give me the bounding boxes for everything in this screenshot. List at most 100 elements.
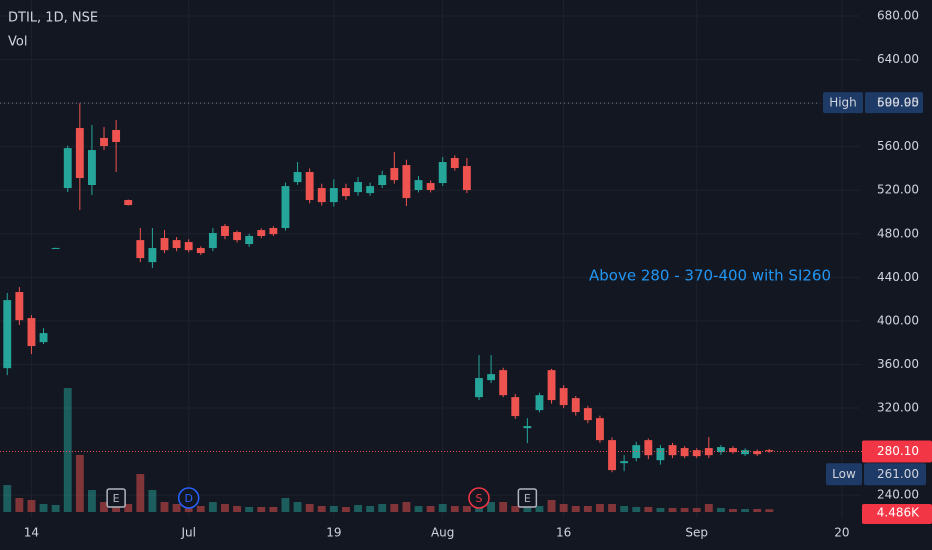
volume-bar [632, 506, 641, 512]
candle-body [729, 448, 737, 453]
event-marker[interactable] [468, 487, 490, 509]
event-label: S [475, 492, 482, 505]
y-tick-label: 480.00 [877, 226, 919, 240]
event-marker[interactable] [177, 487, 200, 509]
y-tick-label: 360.00 [877, 357, 919, 371]
volume-bar [620, 505, 629, 512]
event-marker[interactable] [517, 488, 538, 508]
candle-body [112, 130, 121, 142]
volume-bar [63, 388, 72, 512]
high-box [823, 92, 863, 114]
candle-body [559, 388, 568, 406]
x-tick-label: Jul [180, 526, 195, 540]
x-tick-label: 19 [326, 526, 341, 540]
x-tick-label: 16 [556, 526, 571, 540]
candle-body [329, 188, 338, 203]
candle-body [475, 378, 483, 398]
annotation: Above 280 - 370-400 with SI260 [589, 267, 831, 285]
volume-bar [511, 505, 520, 512]
volume-bar [547, 499, 556, 512]
x-tick-label: Aug [431, 526, 454, 540]
candle-body [3, 300, 12, 369]
volume-bar [329, 505, 338, 512]
volume-bar [523, 505, 532, 512]
candle-body [87, 150, 96, 186]
volume-bar [354, 504, 362, 512]
volume-bar [414, 505, 423, 512]
y-tick-label: 240.00 [877, 488, 919, 502]
volume-bar [75, 454, 84, 512]
candle-body [342, 188, 350, 197]
volume-bar [692, 507, 701, 512]
volume-bar [3, 485, 12, 512]
volume-bar [716, 507, 725, 512]
candle-body [257, 230, 266, 236]
volume-bar [583, 505, 592, 512]
volume-bar [196, 505, 205, 512]
candle-body [196, 248, 205, 254]
candle-body [462, 166, 471, 191]
x-tick-label: 20 [834, 526, 849, 540]
candle-body [100, 137, 108, 147]
candle-body [221, 226, 229, 236]
y-tick-label: 600.00 [877, 96, 919, 110]
candle-body [27, 318, 36, 347]
candle-body [644, 440, 653, 456]
volume-bar [644, 506, 653, 512]
candle-body [390, 168, 399, 181]
candle-body [608, 440, 616, 471]
candle-body [765, 450, 774, 452]
y-tick-label: 560.00 [877, 139, 919, 153]
volume-bar [257, 506, 266, 512]
overlay: High 599.95 280.10 Low 261.00 4.486K E D S E [0, 92, 932, 524]
candle-body [656, 448, 665, 461]
volume-bar [704, 504, 713, 512]
candle-body [269, 228, 278, 235]
volume-bar [753, 509, 762, 512]
volume-bar [559, 504, 568, 512]
candle-body [450, 158, 459, 169]
volume-bar [233, 505, 242, 512]
candle-body [487, 374, 496, 381]
candle-body [366, 186, 375, 194]
candle-body [426, 183, 435, 191]
candle-body [124, 200, 133, 206]
volume-bar [450, 505, 459, 512]
candle-body [354, 182, 362, 193]
candle-body [535, 395, 544, 411]
y-tick-label: 640.00 [877, 52, 919, 66]
volume-bar [378, 504, 387, 512]
grid [0, 0, 860, 518]
volume-bar [535, 505, 544, 512]
volume-bar [487, 502, 496, 512]
candle-body [523, 426, 532, 429]
candle-body [63, 148, 72, 189]
volume-bar [462, 505, 471, 512]
candle-body [51, 247, 60, 249]
last-price-box [862, 440, 932, 463]
candle-body [184, 242, 193, 251]
volume-bar [51, 504, 60, 512]
volume-bar [245, 506, 254, 512]
volume-bar [499, 502, 508, 512]
volume-bar [293, 502, 302, 512]
volume-bar [160, 502, 169, 512]
candle-body [620, 461, 629, 464]
event-marker[interactable] [106, 488, 126, 508]
candle-body [293, 172, 302, 183]
volume-bar [596, 504, 604, 512]
last-price-value: 280.10 [877, 444, 919, 458]
candle-body [136, 240, 145, 259]
volume-bar [305, 504, 314, 512]
candle-body [39, 333, 48, 343]
candle-body [596, 418, 604, 441]
candle-body [245, 235, 254, 245]
x-tick-label: Sep [685, 526, 708, 540]
volume-bar [269, 506, 278, 512]
volume-bar [87, 489, 96, 512]
volume-bar [765, 509, 774, 512]
y-tick-label: 520.00 [877, 183, 919, 197]
candle-body [160, 238, 169, 251]
volume-bar [27, 499, 36, 512]
candle-body [148, 248, 157, 263]
